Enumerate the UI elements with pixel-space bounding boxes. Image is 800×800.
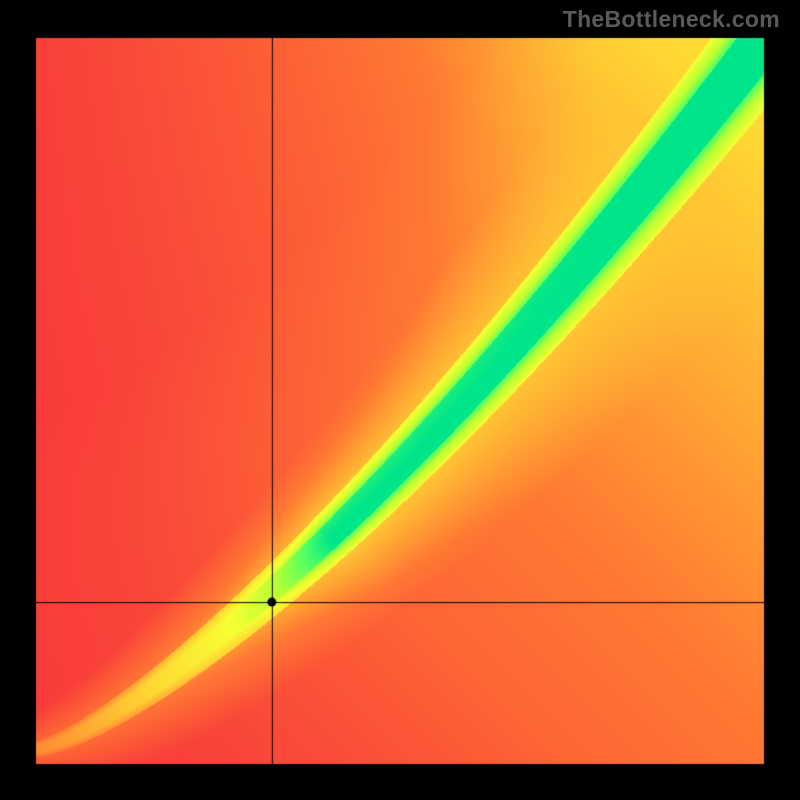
chart-container: TheBottleneck.com — [0, 0, 800, 800]
bottleneck-heatmap — [0, 0, 800, 800]
watermark-text: TheBottleneck.com — [563, 6, 780, 33]
